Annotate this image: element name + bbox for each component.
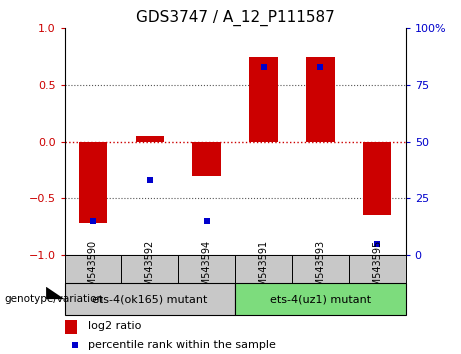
Bar — [65, 283, 235, 315]
Point — [373, 241, 381, 246]
Bar — [363, 142, 391, 215]
Bar — [306, 57, 335, 142]
Bar — [79, 142, 107, 223]
Point — [71, 343, 78, 348]
Text: GSM543595: GSM543595 — [372, 239, 382, 299]
Text: ets-4(ok165) mutant: ets-4(ok165) mutant — [92, 294, 207, 304]
Point — [146, 177, 154, 183]
Bar — [65, 320, 77, 334]
Text: GSM543592: GSM543592 — [145, 239, 155, 299]
Point — [203, 218, 210, 224]
Text: genotype/variation: genotype/variation — [5, 294, 104, 304]
Bar — [65, 255, 121, 283]
Point — [89, 218, 97, 224]
Bar — [193, 142, 221, 176]
Text: GSM543590: GSM543590 — [88, 239, 98, 299]
Bar — [136, 136, 164, 142]
Point — [260, 64, 267, 70]
Text: GSM543591: GSM543591 — [259, 239, 269, 299]
Text: percentile rank within the sample: percentile rank within the sample — [89, 341, 276, 350]
Bar — [121, 255, 178, 283]
Title: GDS3747 / A_12_P111587: GDS3747 / A_12_P111587 — [136, 9, 335, 25]
Bar — [292, 255, 349, 283]
Text: GSM543594: GSM543594 — [201, 239, 212, 299]
Text: log2 ratio: log2 ratio — [89, 321, 142, 331]
Point — [317, 64, 324, 70]
Bar — [235, 283, 406, 315]
Text: ets-4(uz1) mutant: ets-4(uz1) mutant — [270, 294, 371, 304]
Bar — [178, 255, 235, 283]
Bar — [349, 255, 406, 283]
Bar — [235, 255, 292, 283]
Polygon shape — [46, 287, 65, 299]
Text: GSM543593: GSM543593 — [315, 239, 325, 299]
Bar — [249, 57, 278, 142]
